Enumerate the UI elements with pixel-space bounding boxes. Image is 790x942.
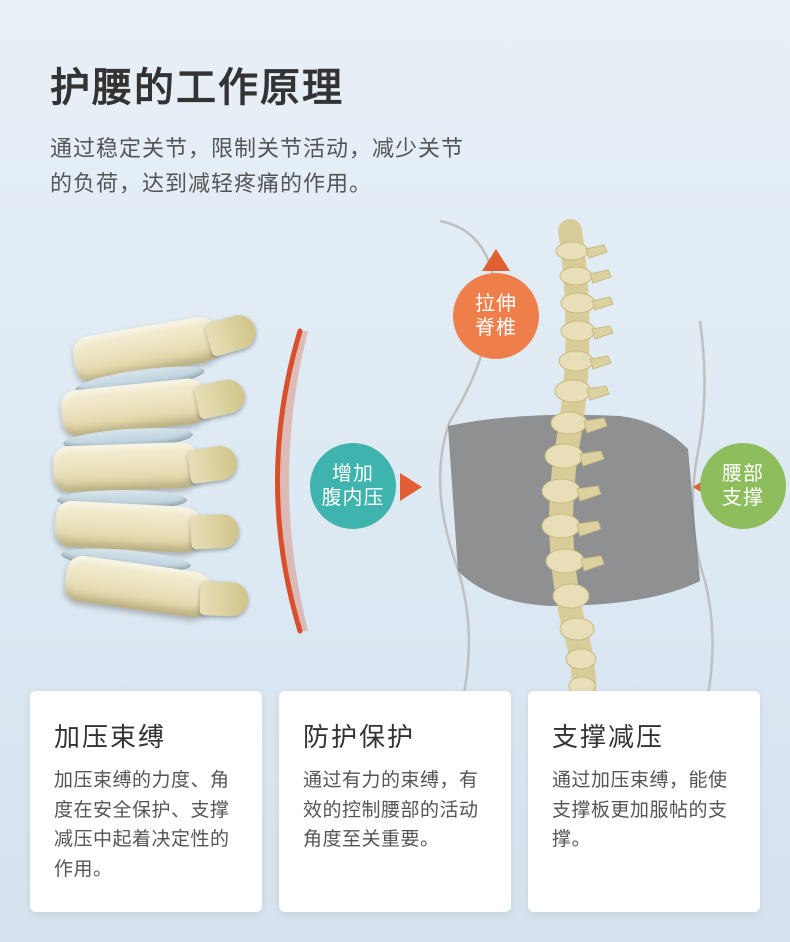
feature-cards: 加压束缚 加压束缚的力度、角度在安全保护、支撑减压中起着决定性的作用。 防护保护… <box>0 691 790 912</box>
vertebra-icon <box>52 442 204 493</box>
arrow-up-icon <box>482 249 510 271</box>
feature-card: 防护保护 通过有力的束缚，有效的控制腰部的活动角度至关重要。 <box>279 691 511 912</box>
vertebra-icon <box>54 500 206 554</box>
subtitle-line-2: 的负荷，达到减轻疼痛的作用。 <box>50 171 372 196</box>
card-body: 通过有力的束缚，有效的控制腰部的活动角度至关重要。 <box>303 766 487 854</box>
badge-text: 增加 <box>332 462 374 486</box>
badge-text: 拉伸 <box>475 292 517 316</box>
page-title: 护腰的工作原理 <box>50 55 740 113</box>
lumbar-spine-illustration <box>45 326 275 636</box>
card-title: 加压束缚 <box>54 717 238 754</box>
feature-card: 支撑减压 通过加压束缚，能使支撑板更加服帖的支撑。 <box>528 691 760 912</box>
badge-text: 腰部 <box>722 462 764 486</box>
card-body: 加压束缚的力度、角度在安全保护、支撑减压中起着决定性的作用。 <box>54 766 238 884</box>
pressure-badge: 增加 腹内压 <box>310 443 396 529</box>
diagram-area: 增加 腹内压 <box>0 221 790 721</box>
card-title: 支撑减压 <box>552 717 736 754</box>
subtitle-line-1: 通过稳定关节，限制关节活动，减少关节 <box>50 136 464 161</box>
torso-spine-illustration <box>400 211 740 731</box>
card-title: 防护保护 <box>303 717 487 754</box>
badge-text: 腹内压 <box>322 486 385 510</box>
support-badge: 腰部 支撑 <box>700 443 786 529</box>
badge-text: 脊椎 <box>475 316 517 340</box>
page-subtitle: 通过稳定关节，限制关节活动，减少关节 的负荷，达到减轻疼痛的作用。 <box>50 131 740 201</box>
card-body: 通过加压束缚，能使支撑板更加服帖的支撑。 <box>552 766 736 854</box>
vertebra-icon <box>63 554 218 620</box>
badge-text: 支撑 <box>722 486 764 510</box>
stretch-badge: 拉伸 脊椎 <box>453 273 539 359</box>
feature-card: 加压束缚 加压束缚的力度、角度在安全保护、支撑减压中起着决定性的作用。 <box>30 691 262 912</box>
